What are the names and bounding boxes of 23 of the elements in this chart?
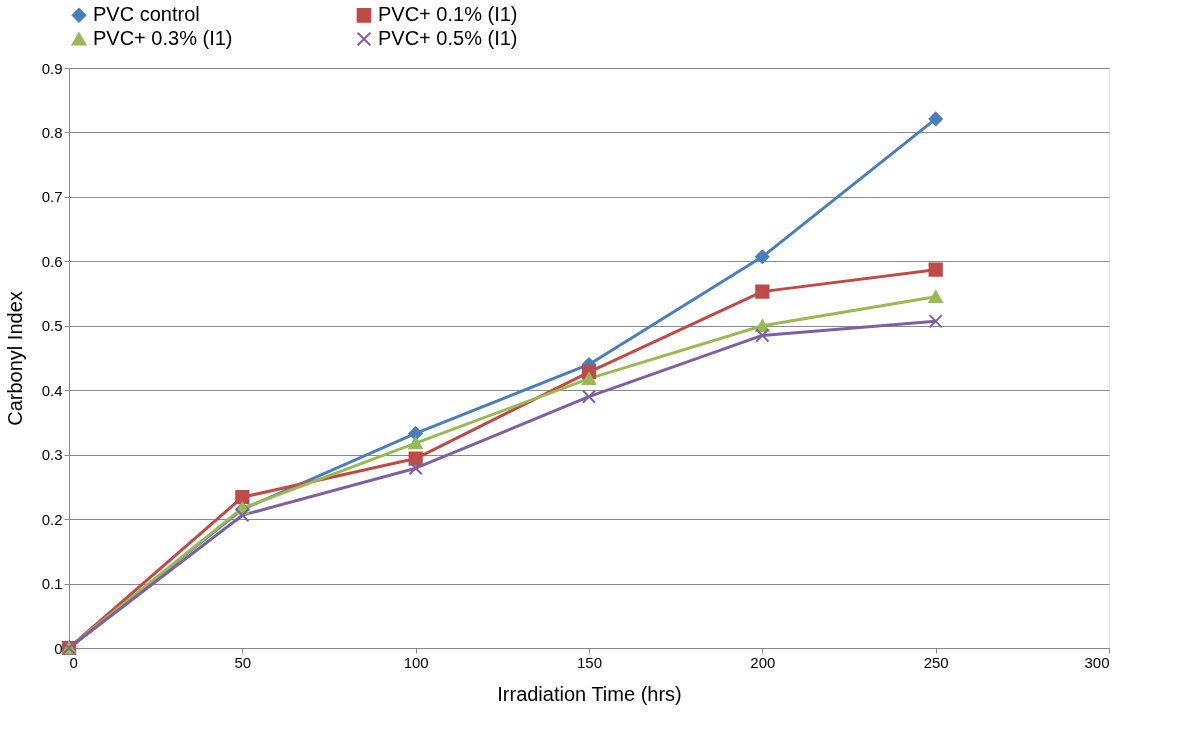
y-tick-label: 0 xyxy=(54,639,63,657)
y-tick-label: 0.2 xyxy=(41,510,63,528)
x-tick-label: 150 xyxy=(576,653,603,671)
legend-label: PVC+ 0.1% (I1) xyxy=(378,3,518,26)
x-tick-label: 300 xyxy=(1084,653,1110,671)
legend-label: PVC+ 0.5% (I1) xyxy=(378,27,518,49)
y-tick-label: 0.3 xyxy=(41,446,63,464)
legend-label: PVC control xyxy=(93,3,200,26)
y-tick-label: 0.4 xyxy=(41,381,63,399)
y-tick-label: 0.5 xyxy=(41,317,63,335)
x-tick-label: 50 xyxy=(234,653,252,671)
y-axis-title: Carbonyl Index xyxy=(3,291,26,426)
y-tick-label: 0.7 xyxy=(41,188,63,206)
x-tick-label: 200 xyxy=(750,653,776,671)
x-tick-label: 250 xyxy=(923,653,949,671)
legend-label: PVC+ 0.3% (I1) xyxy=(93,27,233,49)
x-tick-label: 0 xyxy=(69,653,78,671)
y-tick-label: 0.6 xyxy=(41,252,63,270)
x-axis-title: Irradiation Time (hrs) xyxy=(497,682,682,705)
x-tick-label: 100 xyxy=(403,653,429,671)
y-tick-label: 0.8 xyxy=(41,123,63,141)
y-tick-label: 0.1 xyxy=(41,575,63,593)
y-tick-label: 0.9 xyxy=(41,59,63,77)
